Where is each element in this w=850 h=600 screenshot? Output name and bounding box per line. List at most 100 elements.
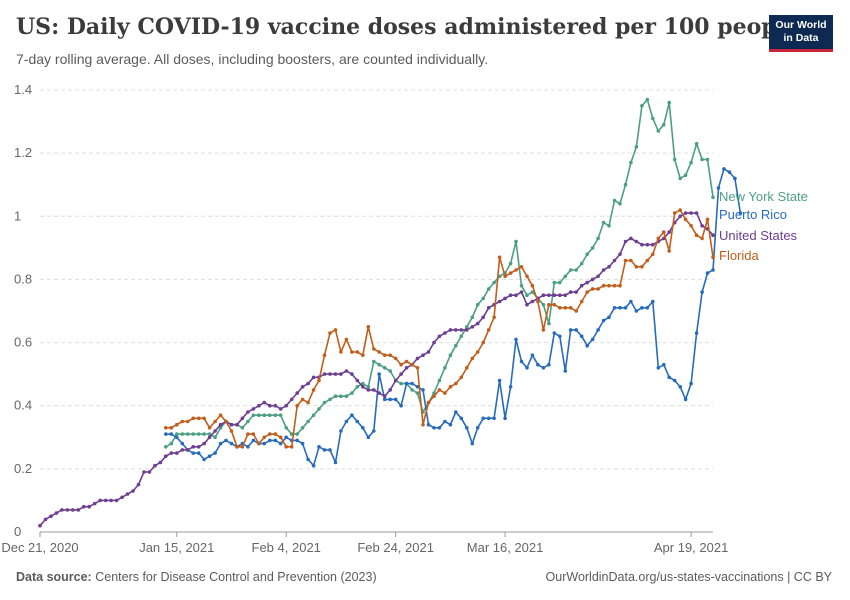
- data-point[interactable]: [640, 104, 644, 108]
- series-line-puerto-rico[interactable]: [165, 168, 742, 467]
- data-point[interactable]: [465, 328, 469, 332]
- data-point[interactable]: [306, 381, 310, 386]
- data-point[interactable]: [65, 508, 70, 512]
- data-point[interactable]: [355, 378, 360, 383]
- data-point[interactable]: [246, 419, 250, 424]
- data-point[interactable]: [432, 394, 436, 399]
- data-point[interactable]: [459, 334, 464, 339]
- data-point[interactable]: [640, 265, 644, 269]
- data-point[interactable]: [399, 381, 403, 386]
- data-point[interactable]: [694, 141, 699, 146]
- data-point[interactable]: [240, 426, 245, 430]
- data-point[interactable]: [541, 302, 546, 307]
- data-point[interactable]: [475, 302, 480, 307]
- data-source-text[interactable]: Centers for Disease Control and Preventi…: [95, 570, 377, 584]
- data-point[interactable]: [175, 432, 179, 436]
- data-point[interactable]: [618, 201, 622, 206]
- data-point[interactable]: [120, 495, 124, 500]
- data-point[interactable]: [486, 306, 491, 310]
- data-point[interactable]: [196, 445, 201, 449]
- data-point[interactable]: [683, 217, 688, 222]
- data-point[interactable]: [629, 258, 633, 263]
- data-point[interactable]: [514, 239, 518, 244]
- data-point[interactable]: [694, 331, 699, 335]
- data-point[interactable]: [404, 381, 409, 386]
- data-point[interactable]: [344, 369, 349, 373]
- data-point[interactable]: [426, 350, 431, 354]
- data-point[interactable]: [164, 426, 168, 430]
- data-point[interactable]: [196, 432, 201, 436]
- data-point[interactable]: [683, 173, 688, 177]
- data-point[interactable]: [590, 246, 595, 250]
- data-point[interactable]: [459, 375, 464, 380]
- data-point[interactable]: [465, 366, 469, 370]
- data-point[interactable]: [481, 416, 486, 421]
- data-point[interactable]: [470, 356, 475, 361]
- data-point[interactable]: [284, 426, 289, 430]
- data-point[interactable]: [361, 426, 365, 430]
- data-point[interactable]: [514, 268, 518, 272]
- data-point[interactable]: [470, 315, 475, 320]
- data-point[interactable]: [382, 366, 387, 370]
- data-point[interactable]: [443, 391, 447, 395]
- data-point[interactable]: [278, 413, 283, 418]
- data-point[interactable]: [257, 403, 261, 408]
- data-point[interactable]: [295, 403, 300, 408]
- data-point[interactable]: [415, 391, 420, 395]
- data-point[interactable]: [393, 397, 398, 402]
- data-point[interactable]: [393, 356, 398, 361]
- data-point[interactable]: [98, 498, 102, 503]
- data-point[interactable]: [251, 407, 256, 411]
- data-point[interactable]: [262, 441, 267, 446]
- data-point[interactable]: [667, 100, 671, 105]
- data-point[interactable]: [541, 293, 546, 298]
- data-point[interactable]: [558, 280, 562, 285]
- data-point[interactable]: [568, 328, 573, 332]
- legend-united-states[interactable]: United States: [719, 228, 798, 243]
- data-point[interactable]: [508, 261, 513, 266]
- data-point[interactable]: [289, 445, 294, 449]
- data-point[interactable]: [662, 362, 666, 367]
- data-point[interactable]: [437, 426, 442, 430]
- data-point[interactable]: [268, 438, 272, 443]
- data-point[interactable]: [618, 283, 622, 288]
- data-point[interactable]: [175, 451, 179, 455]
- data-point[interactable]: [579, 299, 584, 304]
- data-point[interactable]: [388, 353, 393, 358]
- data-point[interactable]: [251, 438, 256, 443]
- data-point[interactable]: [486, 287, 491, 291]
- data-point[interactable]: [514, 293, 518, 298]
- data-point[interactable]: [662, 122, 666, 127]
- data-point[interactable]: [497, 378, 502, 383]
- data-point[interactable]: [421, 353, 425, 358]
- data-point[interactable]: [448, 422, 453, 427]
- data-point[interactable]: [147, 470, 152, 474]
- data-point[interactable]: [672, 378, 677, 383]
- data-point[interactable]: [404, 366, 409, 370]
- data-point[interactable]: [607, 224, 611, 228]
- data-point[interactable]: [284, 403, 289, 408]
- data-point[interactable]: [596, 274, 600, 279]
- data-point[interactable]: [705, 157, 710, 162]
- data-point[interactable]: [142, 470, 146, 474]
- data-point[interactable]: [634, 309, 639, 313]
- data-point[interactable]: [169, 432, 174, 436]
- data-point[interactable]: [738, 211, 743, 215]
- data-point[interactable]: [678, 214, 682, 219]
- data-point[interactable]: [541, 366, 546, 370]
- data-point[interactable]: [579, 283, 584, 288]
- data-point[interactable]: [344, 394, 349, 399]
- data-point[interactable]: [382, 397, 387, 402]
- data-point[interactable]: [49, 514, 53, 518]
- data-point[interactable]: [54, 511, 59, 515]
- data-point[interactable]: [672, 157, 677, 162]
- data-point[interactable]: [317, 445, 321, 449]
- data-point[interactable]: [448, 353, 453, 358]
- data-point[interactable]: [300, 397, 305, 402]
- data-point[interactable]: [503, 416, 507, 421]
- data-point[interactable]: [207, 454, 212, 459]
- data-point[interactable]: [311, 388, 316, 392]
- data-point[interactable]: [651, 299, 655, 304]
- data-point[interactable]: [322, 372, 327, 376]
- data-point[interactable]: [558, 334, 562, 339]
